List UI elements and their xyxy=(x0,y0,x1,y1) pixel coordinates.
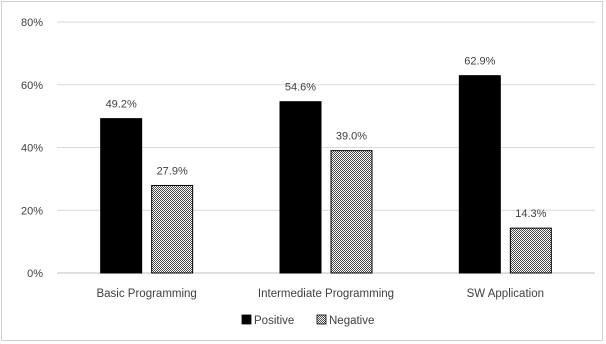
bar-positive xyxy=(458,75,501,274)
data-label-negative: 39.0% xyxy=(336,131,367,143)
legend-label-positive: Positive xyxy=(254,315,294,327)
legend-swatch-positive xyxy=(241,314,252,325)
bar-positive xyxy=(100,118,143,274)
y-tick-label: 40% xyxy=(21,143,43,155)
x-tick-label: Basic Programming xyxy=(96,288,196,300)
y-tick-label: 0% xyxy=(27,268,43,280)
data-label-negative: 27.9% xyxy=(157,165,188,177)
y-tick-label: 20% xyxy=(21,205,43,217)
legend-swatch-negative xyxy=(316,314,327,325)
y-tick-label: 80% xyxy=(21,17,43,29)
data-labels: 49.2% 27.9% 54.6% 39.0% 62.9% 14.3% xyxy=(106,56,547,220)
data-label-positive: 49.2% xyxy=(106,99,137,111)
x-tick-label: Intermediate Programming xyxy=(258,288,394,300)
bar-negative xyxy=(151,184,194,274)
data-label-positive: 54.6% xyxy=(285,82,316,94)
bar-negative xyxy=(330,150,373,274)
data-label-negative: 14.3% xyxy=(515,208,546,220)
bar-negative xyxy=(509,227,552,274)
x-tick-label: SW Application xyxy=(467,288,544,300)
gridlines xyxy=(57,21,595,274)
y-tick-label: 60% xyxy=(21,80,43,92)
legend: Positive Negative xyxy=(241,314,374,327)
y-axis-ticks: 0% 20% 40% 60% 80% xyxy=(21,17,43,280)
data-label-positive: 62.9% xyxy=(464,56,495,68)
x-axis-labels: Basic Programming Intermediate Programmin… xyxy=(96,288,544,300)
bars xyxy=(100,75,552,274)
bar-positive xyxy=(279,101,322,274)
legend-label-negative: Negative xyxy=(329,315,374,327)
